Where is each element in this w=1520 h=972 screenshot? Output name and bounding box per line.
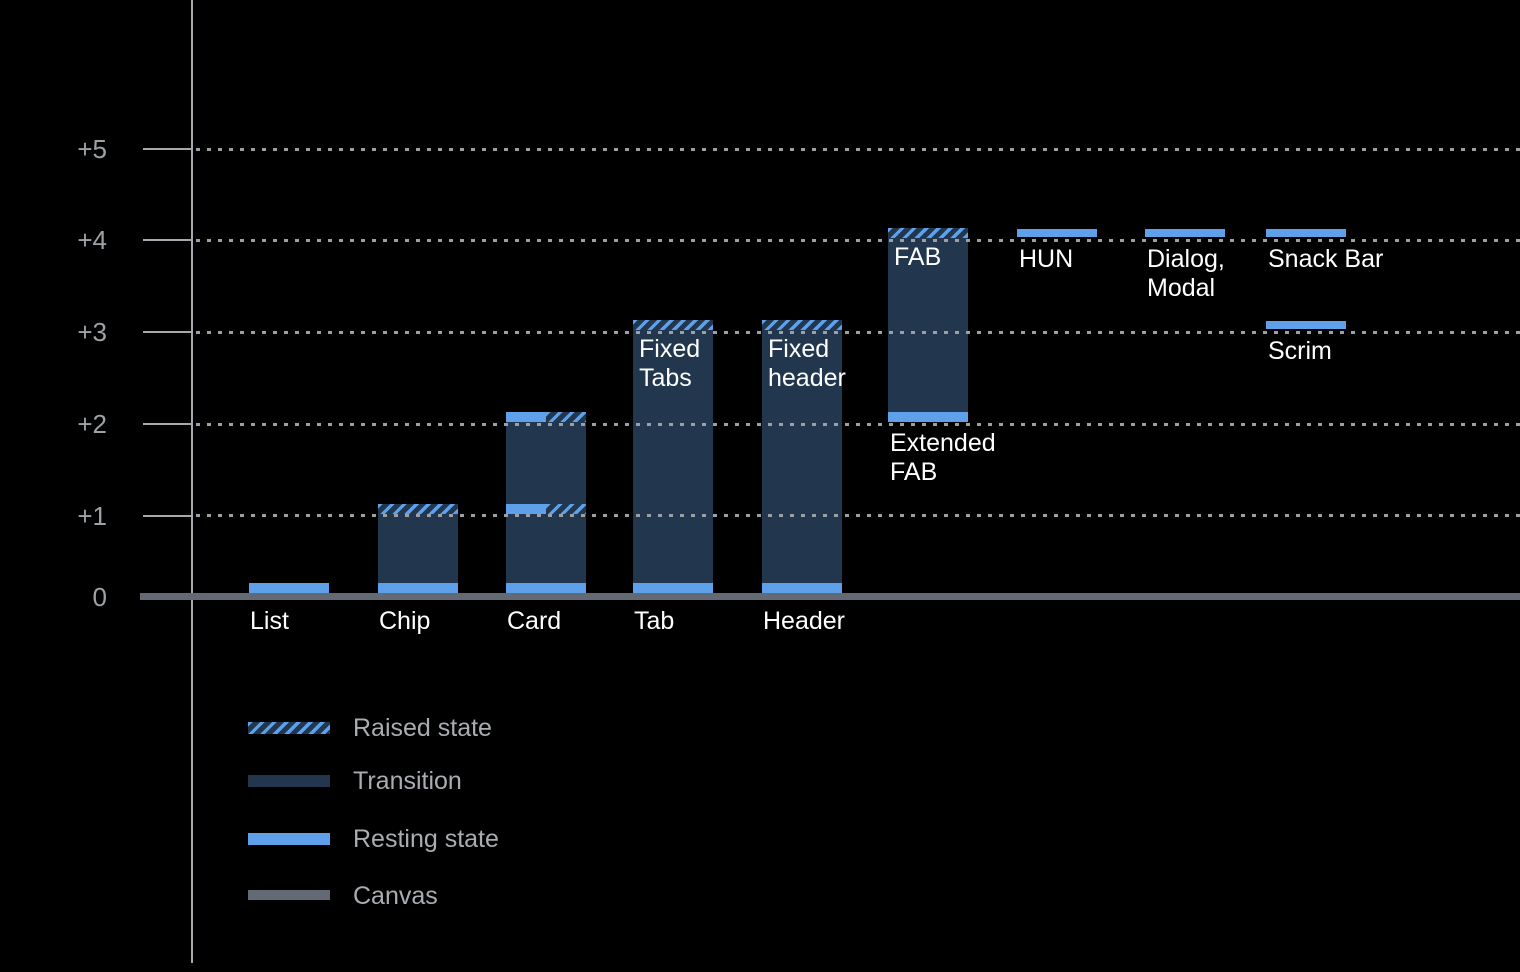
header-transition-bar — [762, 320, 842, 593]
legend-swatch-transition — [248, 775, 330, 787]
gridline-+5 — [196, 147, 1520, 151]
fab-inner-label: FAB — [894, 243, 941, 272]
legend-label-raised: Raised state — [353, 714, 492, 742]
legend-label-resting: Resting state — [353, 825, 499, 853]
tab-axis-label-line-1: Tab — [634, 607, 675, 635]
y-axis-label-3: +3 — [77, 317, 107, 347]
tick-+2 — [143, 423, 193, 425]
chip-axis-label-line-1: Chip — [379, 607, 431, 635]
snack-bar-below-label-line-1: Snack Bar — [1268, 245, 1384, 273]
list-axis-label: List — [250, 607, 289, 636]
card-axis-label: Card — [507, 607, 561, 636]
gridline-+4 — [196, 238, 1520, 242]
card-resting-band-level-1 — [506, 503, 546, 514]
chip-resting-band — [378, 583, 458, 593]
dialog-modal-below-label-line-1: Dialog, — [1147, 245, 1225, 273]
hun-below-label: HUN — [1019, 245, 1073, 274]
card-raised-band-level-1 — [546, 503, 586, 514]
tab-resting-band — [633, 583, 713, 593]
tab-axis-label: Tab — [634, 607, 674, 636]
fab-below-label: Extended FAB — [890, 429, 996, 487]
y-axis-label-5: +5 — [77, 134, 107, 164]
fab-transition-bar — [888, 228, 968, 422]
legend-label-transition: Transition — [353, 767, 462, 795]
fab-raised-band — [888, 228, 968, 238]
y-axis-label-4: +4 — [77, 225, 107, 255]
gridline-+3 — [196, 330, 1520, 334]
header-raised-band — [762, 320, 842, 330]
snack-bar-resting-band — [1266, 229, 1346, 237]
fab-below-label-line-2: FAB — [890, 458, 938, 486]
header-inner-label-line-1: Fixed — [768, 335, 830, 363]
card-axis-label-line-1: Card — [507, 607, 562, 635]
tab-inner-label-line-1: Fixed — [639, 335, 701, 363]
header-resting-band — [762, 583, 842, 593]
tab-raised-band — [633, 320, 713, 330]
legend-swatch-canvas — [248, 890, 330, 900]
card-raised-band-level-2 — [546, 412, 586, 422]
header-axis-label-line-1: Header — [763, 607, 845, 635]
legend-label-canvas: Canvas — [353, 882, 438, 910]
fab-inner-label-line-1: FAB — [894, 243, 942, 271]
hun-below-label-line-1: HUN — [1019, 245, 1074, 273]
card-resting-band-level-2 — [506, 412, 546, 422]
chip-axis-label: Chip — [379, 607, 430, 636]
scrim-resting-band — [1266, 321, 1346, 329]
y-axis-label-1: +1 — [77, 500, 107, 531]
tick-+3 — [143, 331, 193, 333]
snack-bar-below-label: Snack Bar — [1268, 245, 1383, 274]
chip-transition-bar — [378, 503, 458, 593]
gridline-+1 — [196, 514, 1520, 517]
dialog-modal-below-label: Dialog, Modal — [1147, 245, 1225, 303]
card-transition-bar — [506, 412, 586, 593]
dialog-modal-resting-band — [1145, 229, 1225, 237]
tab-transition-bar — [633, 320, 713, 593]
legend-swatch-raised — [248, 722, 330, 734]
list-resting-band — [249, 583, 329, 593]
y-axis-line — [191, 0, 193, 963]
scrim-below-label: Scrim — [1268, 337, 1332, 366]
chip-raised-band — [378, 503, 458, 514]
header-inner-label: Fixed header — [768, 335, 846, 393]
canvas-baseline — [140, 593, 1520, 600]
y-axis-label-2: +2 — [77, 409, 107, 439]
tab-inner-label-line-2: Tabs — [639, 364, 692, 392]
list-axis-label-line-1: List — [250, 607, 289, 635]
dialog-modal-below-label-line-2: Modal — [1147, 274, 1216, 302]
tab-inner-label: Fixed Tabs — [639, 335, 700, 393]
header-axis-label: Header — [763, 607, 845, 636]
tick-+4 — [143, 239, 193, 241]
card-resting-band — [506, 583, 586, 593]
gridline-+2 — [196, 422, 1520, 426]
fab-resting-band — [888, 412, 968, 422]
header-inner-label-line-2: header — [768, 364, 846, 392]
y-axis-label-0: 0 — [92, 581, 107, 612]
tick-+1 — [143, 514, 193, 517]
legend-swatch-resting — [248, 833, 330, 845]
fab-below-label-line-1: Extended — [890, 429, 996, 457]
hun-resting-band — [1017, 229, 1097, 237]
tick-+5 — [143, 148, 193, 150]
scrim-below-label-line-1: Scrim — [1268, 337, 1332, 365]
